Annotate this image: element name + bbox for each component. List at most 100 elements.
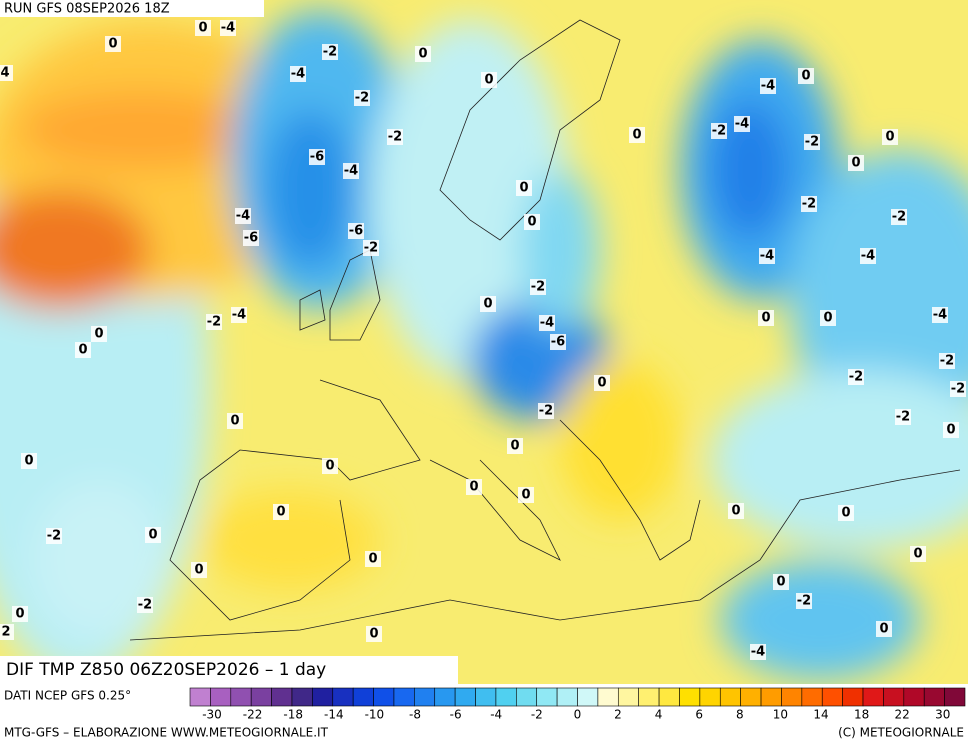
contour-label-box xyxy=(231,307,247,323)
contour-label-box xyxy=(796,593,812,609)
contour-label: 0 xyxy=(108,37,117,52)
colorbar-swatch xyxy=(434,687,456,707)
contour-label: 0 xyxy=(276,505,285,520)
contour-label: -6 xyxy=(349,224,363,239)
colorbar-tick-label: 22 xyxy=(895,708,910,722)
title: DIF TMP Z850 06Z20SEP2026 – 1 day xyxy=(6,660,326,680)
contour-label-box xyxy=(882,129,898,145)
contour-label-box xyxy=(848,369,864,385)
contour-label-box xyxy=(876,621,892,637)
contour-label: -2 xyxy=(364,241,378,256)
contour-label-box xyxy=(348,223,364,239)
colorbar-tick-label: -4 xyxy=(490,708,502,722)
contour-label-box xyxy=(12,606,28,622)
contour-label: -4 xyxy=(933,308,947,323)
contour-label: -4 xyxy=(221,21,235,36)
contour-label: 0 xyxy=(851,156,860,171)
colorbar-tick-label: -2 xyxy=(531,708,543,722)
contour-label: -2 xyxy=(712,124,726,139)
colorbar-swatch xyxy=(658,687,680,707)
contour-label-box xyxy=(243,230,259,246)
contour-label: 0 xyxy=(483,297,492,312)
contour-label: 0 xyxy=(148,528,157,543)
colorbar-tick-label: -8 xyxy=(409,708,421,722)
contour-label-box xyxy=(939,353,955,369)
contour-label: -2 xyxy=(892,210,906,225)
contour-label-box xyxy=(798,68,814,84)
run-label: RUN GFS 08SEP2026 18Z xyxy=(4,2,170,17)
contour-label: 4 xyxy=(0,66,9,81)
contour-label: 0 xyxy=(484,73,493,88)
contour-label: 2 xyxy=(1,625,10,640)
colorbar-swatch xyxy=(821,687,843,707)
colorbar-tick-label: 10 xyxy=(773,708,788,722)
contour-label-box xyxy=(105,36,121,52)
contour-label: -2 xyxy=(531,280,545,295)
colorbar-swatch xyxy=(189,687,211,707)
contour-label-box xyxy=(910,546,926,562)
contour-label-box xyxy=(227,413,243,429)
contour-label: -4 xyxy=(735,117,749,132)
colorbar-tick-label: -22 xyxy=(243,708,263,722)
contour-label: 0 xyxy=(230,414,239,429)
contour-label: 0 xyxy=(632,128,641,143)
contour-label-box xyxy=(309,149,325,165)
colorbar-swatch xyxy=(373,687,395,707)
colorbar-swatch xyxy=(516,687,538,707)
contour-label: 0 xyxy=(15,607,24,622)
colorbar-swatch xyxy=(393,687,415,707)
map xyxy=(0,0,968,684)
contour-label-box xyxy=(415,46,431,62)
contour-label: 0 xyxy=(776,575,785,590)
contour-label-box xyxy=(343,163,359,179)
contour-label-box xyxy=(235,208,251,224)
contour-label-box xyxy=(0,65,13,81)
contour-label-box xyxy=(801,196,817,212)
contour-label: 0 xyxy=(913,547,922,562)
contour-label: 0 xyxy=(841,506,850,521)
contour-label-box xyxy=(365,551,381,567)
contour-label: -2 xyxy=(951,382,965,397)
contour-label-box xyxy=(728,503,744,519)
colorbar-swatch xyxy=(291,687,313,707)
title-box xyxy=(0,656,458,684)
contour-label: -2 xyxy=(207,315,221,330)
contour-label: 0 xyxy=(198,21,207,36)
colorbar-swatch xyxy=(210,687,232,707)
contour-label: 0 xyxy=(194,563,203,578)
contour-label-box xyxy=(760,78,776,94)
contour-label-box xyxy=(516,180,532,196)
contour-label-box xyxy=(804,134,820,150)
colorbar-swatch xyxy=(699,687,721,707)
colorbar-swatch xyxy=(577,687,599,707)
colorbar-swatch xyxy=(617,687,639,707)
colorbar-tick-label: 4 xyxy=(655,708,663,722)
contour-label-box xyxy=(891,209,907,225)
contour-label: -2 xyxy=(802,197,816,212)
colorbar-swatch xyxy=(536,687,558,707)
footer-left: MTG-GFS – ELABORAZIONE WWW.METEOGIORNALE… xyxy=(4,726,329,740)
colorbar-tick-label: 2 xyxy=(614,708,622,722)
colorbar-tick-label: -10 xyxy=(365,708,385,722)
colorbar-tick-label: -18 xyxy=(283,708,303,722)
contour-label: -4 xyxy=(540,316,554,331)
contour-label: 0 xyxy=(885,130,894,145)
contour-label-box xyxy=(943,422,959,438)
contour-label: 0 xyxy=(519,181,528,196)
contour-label-box xyxy=(950,381,966,397)
contour-label: -6 xyxy=(310,150,324,165)
contour-label-box xyxy=(629,127,645,143)
contour-label-box xyxy=(273,504,289,520)
contour-label: 0 xyxy=(946,423,955,438)
contour-label-box xyxy=(21,453,37,469)
colorbar-tick-label: 18 xyxy=(854,708,869,722)
contour-label: 0 xyxy=(94,327,103,342)
colorbar-tick-label: -30 xyxy=(202,708,222,722)
contour-label: 0 xyxy=(527,215,536,230)
contour-label-box xyxy=(220,20,236,36)
contour-label-box xyxy=(206,314,222,330)
colorbar-tick-label: 30 xyxy=(935,708,950,722)
colorbar-swatch xyxy=(414,687,436,707)
footer-right: (C) METEOGIORNALE xyxy=(838,726,964,740)
colorbar-swatch xyxy=(556,687,578,707)
